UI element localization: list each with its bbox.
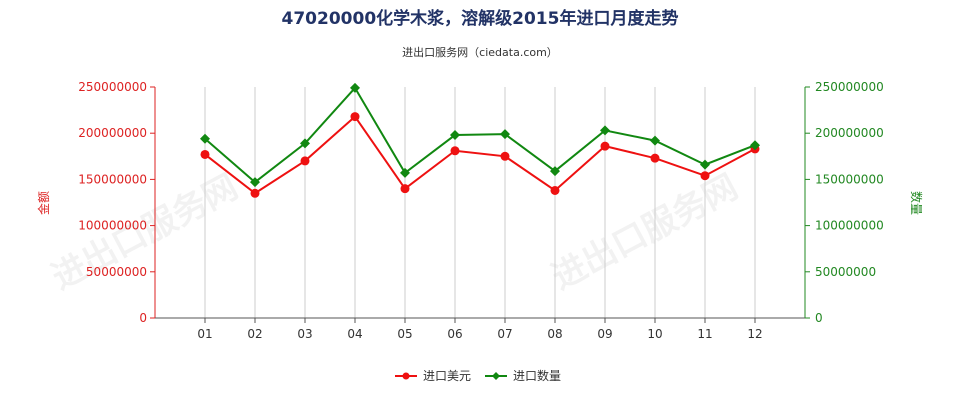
legend-label-2: 进口数量 <box>513 368 561 383</box>
x-tick-label-06: 06 <box>447 327 462 341</box>
series-1-point-08 <box>550 185 560 195</box>
right-tick-label-1: 50000000 <box>815 265 876 279</box>
series-2-line <box>204 86 756 184</box>
series-1-point-11 <box>700 171 710 181</box>
axes <box>154 87 806 319</box>
series-2-point-04 <box>350 82 360 93</box>
x-tick-label-02: 02 <box>247 327 262 341</box>
series-2-point-05 <box>400 167 410 178</box>
series-1-point-01 <box>200 149 210 159</box>
series-2-point-08 <box>550 166 560 177</box>
series-1-point-05 <box>400 184 410 194</box>
x-tick-label-10: 10 <box>647 327 662 341</box>
series-2-point-10 <box>650 135 660 146</box>
series-2 <box>200 82 760 188</box>
left-tick-label-5: 250000000 <box>78 80 147 94</box>
series-2-point-11 <box>700 159 710 170</box>
left-tick-label-2: 100000000 <box>78 219 147 233</box>
right-axis-ticks: 0 50000000 100000000 150000000 200000000 2500… <box>805 80 884 325</box>
right-tick-label-4: 200000000 <box>815 126 884 140</box>
x-tick-label-01: 01 <box>197 327 212 341</box>
right-tick-label-5: 250000000 <box>815 80 884 94</box>
x-tick-label-07: 07 <box>497 327 512 341</box>
series-2-point-03 <box>300 138 310 149</box>
right-tick-label-3: 150000000 <box>815 172 884 186</box>
watermark-text-2: 进出口服务网 <box>545 167 744 298</box>
chart-title: 47020000化学木浆，溶解级2015年进口月度走势 <box>282 8 679 29</box>
legend-item-2: 进口数量 <box>485 368 561 383</box>
series-2-point-09 <box>600 125 610 136</box>
watermark-layer: 进出口服务网 进出口服务网 <box>45 167 744 298</box>
series-2-point-01 <box>200 133 210 144</box>
series-1-line <box>204 115 756 195</box>
left-tick-label-1: 50000000 <box>86 265 147 279</box>
series-1-point-06 <box>450 146 460 156</box>
series-1-point-04 <box>350 112 360 122</box>
x-tick-label-05: 05 <box>397 327 412 341</box>
x-tick-label-12: 12 <box>747 327 762 341</box>
series-1-point-02 <box>250 188 260 198</box>
x-tick-label-04: 04 <box>347 327 362 341</box>
right-tick-label-0: 0 <box>815 311 823 325</box>
series-2-point-07 <box>500 129 510 140</box>
x-tick-label-08: 08 <box>547 327 562 341</box>
right-axis-label: 数量 <box>909 191 924 215</box>
legend-marker-2 <box>492 372 500 380</box>
x-tick-label-09: 09 <box>597 327 612 341</box>
legend-item-1: 进口美元 <box>395 369 471 383</box>
x-tick-label-11: 11 <box>697 327 712 341</box>
series-1-point-09 <box>600 141 610 151</box>
series-1-point-03 <box>300 156 310 166</box>
right-tick-label-2: 100000000 <box>815 219 884 233</box>
left-tick-label-4: 200000000 <box>78 126 147 140</box>
series-2-point-06 <box>450 130 460 141</box>
series-1-point-07 <box>500 151 510 161</box>
x-tick-label-03: 03 <box>297 327 312 341</box>
x-axis-ticks: 01 02 03 04 05 06 07 08 09 10 11 12 <box>197 318 763 341</box>
legend: 进口美元 进口数量 <box>395 368 561 383</box>
left-tick-label-0: 0 <box>139 311 147 325</box>
series-2-point-12 <box>750 140 760 151</box>
chart-subtitle: 进出口服务网（ciedata.com） <box>402 45 558 59</box>
left-axis-label: 金额 <box>36 191 51 215</box>
left-axis-ticks: 0 50000000 100000000 150000000 200000000 2500… <box>78 80 155 325</box>
series-2-point-02 <box>250 177 260 188</box>
series-1-point-10 <box>650 153 660 163</box>
legend-marker-1 <box>402 372 410 380</box>
legend-label-1: 进口美元 <box>423 369 471 383</box>
series-1 <box>200 112 760 198</box>
series-layer <box>200 82 760 198</box>
left-tick-label-3: 150000000 <box>78 172 147 186</box>
